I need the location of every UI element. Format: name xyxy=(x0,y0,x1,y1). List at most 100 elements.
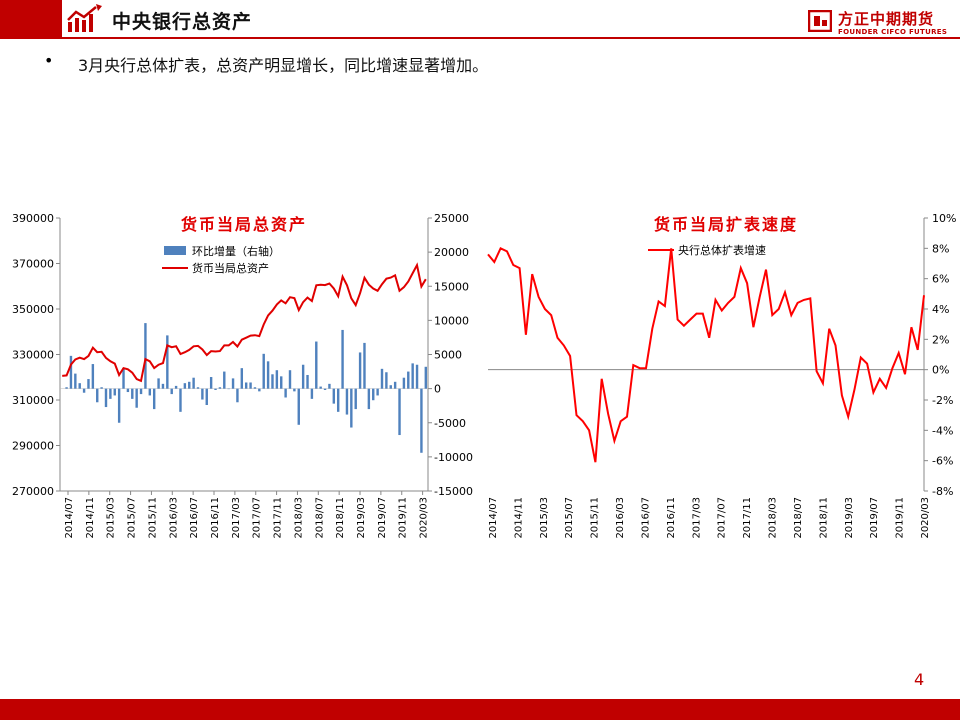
y-left-tick-label: 310000 xyxy=(12,394,54,407)
y-tick-label: -2% xyxy=(932,394,953,407)
bar xyxy=(126,388,130,393)
bar xyxy=(398,388,401,436)
bar xyxy=(249,382,252,389)
y-right-tick-label: -5000 xyxy=(434,417,466,430)
bar xyxy=(78,383,81,389)
bar xyxy=(131,388,134,399)
bar xyxy=(319,386,322,389)
y-tick-label: 6% xyxy=(932,273,949,286)
x-tick-label: 2015/07 xyxy=(564,497,575,539)
bar xyxy=(65,387,68,389)
bullet-marker: • xyxy=(44,51,54,70)
y-tick-label: -6% xyxy=(932,455,953,468)
y-tick-label: 8% xyxy=(932,242,949,255)
bar xyxy=(223,371,226,389)
bar xyxy=(205,388,208,406)
bar xyxy=(139,388,143,395)
bar xyxy=(161,383,165,389)
bar xyxy=(104,388,108,408)
x-tick-label: 2014/11 xyxy=(513,497,524,539)
line-series-expansion-rate xyxy=(487,246,925,463)
bar xyxy=(166,335,169,389)
bar xyxy=(236,388,239,403)
bar xyxy=(91,364,95,389)
y-tick-label: 2% xyxy=(932,333,949,346)
bar xyxy=(332,388,336,404)
bar xyxy=(170,388,173,395)
bar xyxy=(100,387,103,389)
bar xyxy=(113,388,116,396)
bar xyxy=(148,388,152,396)
bar xyxy=(253,387,257,389)
y-right-tick-label: 0 xyxy=(434,383,441,396)
bar xyxy=(372,388,375,401)
x-tick-label: 2017/03 xyxy=(691,497,702,539)
bar xyxy=(301,364,305,389)
bar xyxy=(214,388,217,390)
bar xyxy=(122,368,125,389)
bar xyxy=(188,381,191,389)
bar xyxy=(74,373,77,389)
x-tick-label: 2015/03 xyxy=(539,497,550,539)
bar xyxy=(144,323,147,389)
legend-bar-swatch xyxy=(164,246,186,255)
bar xyxy=(231,378,235,389)
bar xyxy=(363,342,366,389)
bar xyxy=(288,370,292,389)
bar xyxy=(315,341,318,389)
bar xyxy=(87,379,90,389)
bar xyxy=(367,388,371,410)
bar xyxy=(354,388,357,410)
bar xyxy=(135,388,138,408)
bar xyxy=(271,374,274,389)
bar xyxy=(310,388,314,399)
legend-line-label: 货币当局总资产 xyxy=(192,261,269,275)
x-tick-label: 2018/07 xyxy=(793,497,804,539)
logo-icon xyxy=(808,10,832,32)
bar xyxy=(358,352,362,389)
bar xyxy=(336,388,340,412)
bar xyxy=(174,385,178,389)
bar xyxy=(402,377,406,389)
bar xyxy=(192,377,195,389)
x-tick-label: 2019/03 xyxy=(844,497,855,539)
y-tick-label: 10% xyxy=(932,212,956,225)
bar xyxy=(82,388,86,393)
x-tick-label: 2020/03 xyxy=(920,497,931,539)
bar xyxy=(424,366,428,389)
header-accent-block xyxy=(0,0,62,37)
growth-chart-icon xyxy=(67,4,102,32)
y-left-tick-label: 390000 xyxy=(12,212,54,225)
bar xyxy=(385,372,388,389)
x-tick-label: 2018/03 xyxy=(768,497,779,539)
x-tick-label: 2019/03 xyxy=(356,497,367,539)
x-tick-label: 2018/03 xyxy=(293,497,304,539)
bar xyxy=(328,383,331,389)
y-left-tick-label: 330000 xyxy=(12,349,54,362)
expansion-rate-chart: 货币当局扩表速度 10% 8% 6% 4% 2% 0% -2% -4% -6% -8% 2014/07… xyxy=(487,212,956,539)
bar xyxy=(227,388,230,390)
bar xyxy=(306,374,309,389)
x-tick-label: 2016/11 xyxy=(666,497,677,539)
x-tick-label: 2015/07 xyxy=(127,497,138,539)
y-right-tick-label: 5000 xyxy=(434,349,462,362)
bar xyxy=(376,388,379,396)
bar xyxy=(96,388,99,403)
bar xyxy=(117,388,121,423)
bar xyxy=(152,388,156,410)
bar xyxy=(393,381,397,389)
bar xyxy=(350,388,353,428)
bar xyxy=(183,383,187,389)
bar xyxy=(109,388,112,399)
x-tick-label: 2014/07 xyxy=(488,497,499,539)
x-tick-label: 2019/11 xyxy=(895,497,906,539)
bar xyxy=(179,388,182,412)
bar xyxy=(209,377,213,389)
page-title: 中央银行总资产 xyxy=(112,11,253,33)
x-tick-label: 2018/11 xyxy=(818,497,829,539)
x-tick-label: 2016/07 xyxy=(189,497,200,539)
x-tick-label: 2015/11 xyxy=(590,497,601,539)
y-left-tick-label: 290000 xyxy=(12,440,54,453)
bar xyxy=(196,387,200,389)
bar xyxy=(258,388,261,392)
